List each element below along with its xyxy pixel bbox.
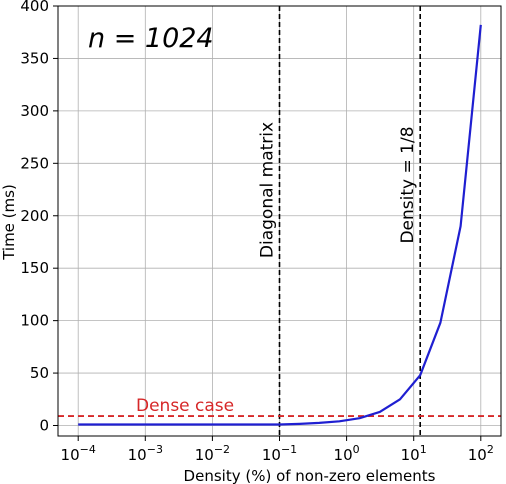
x-axis-label: Density (%) of non-zero elements	[184, 467, 436, 484]
axis-ticks: 10−4 10−3 10−2 10−1 100 101 102 0 50 100 150 200 250…	[20, 0, 493, 464]
y-tick-label: 100	[20, 312, 49, 330]
y-tick-label: 200	[20, 207, 49, 225]
sample-size-annotation: n = 1024	[88, 23, 214, 54]
timing-series-line	[78, 24, 482, 426]
vertical-reference-label: Diagonal matrix	[258, 122, 278, 258]
vertical-reference-label: Density = 1/8	[398, 126, 418, 243]
reference-lines: Diagonal matrix Density = 1/8 Dense case	[58, 6, 501, 436]
x-tick-label: 10−3	[128, 443, 163, 464]
dense-case-label: Dense case	[136, 396, 234, 416]
x-tick-label: 10−1	[262, 443, 297, 464]
y-axis-label: Time (ms)	[0, 184, 18, 261]
x-tick-label: 10−2	[195, 443, 230, 464]
y-tick-label: 150	[20, 259, 49, 277]
y-tick-label: 300	[20, 102, 49, 120]
x-tick-label: 10−4	[61, 443, 96, 464]
y-tick-label: 50	[30, 364, 49, 382]
y-tick-label: 250	[20, 154, 49, 172]
y-tick-label: 0	[39, 417, 49, 435]
x-tick-label: 101	[401, 443, 427, 464]
y-tick-label: 400	[20, 0, 49, 15]
y-tick-label: 350	[20, 49, 49, 67]
x-tick-label: 100	[334, 443, 360, 464]
x-tick-label: 102	[468, 443, 494, 464]
series-layer	[78, 24, 482, 426]
